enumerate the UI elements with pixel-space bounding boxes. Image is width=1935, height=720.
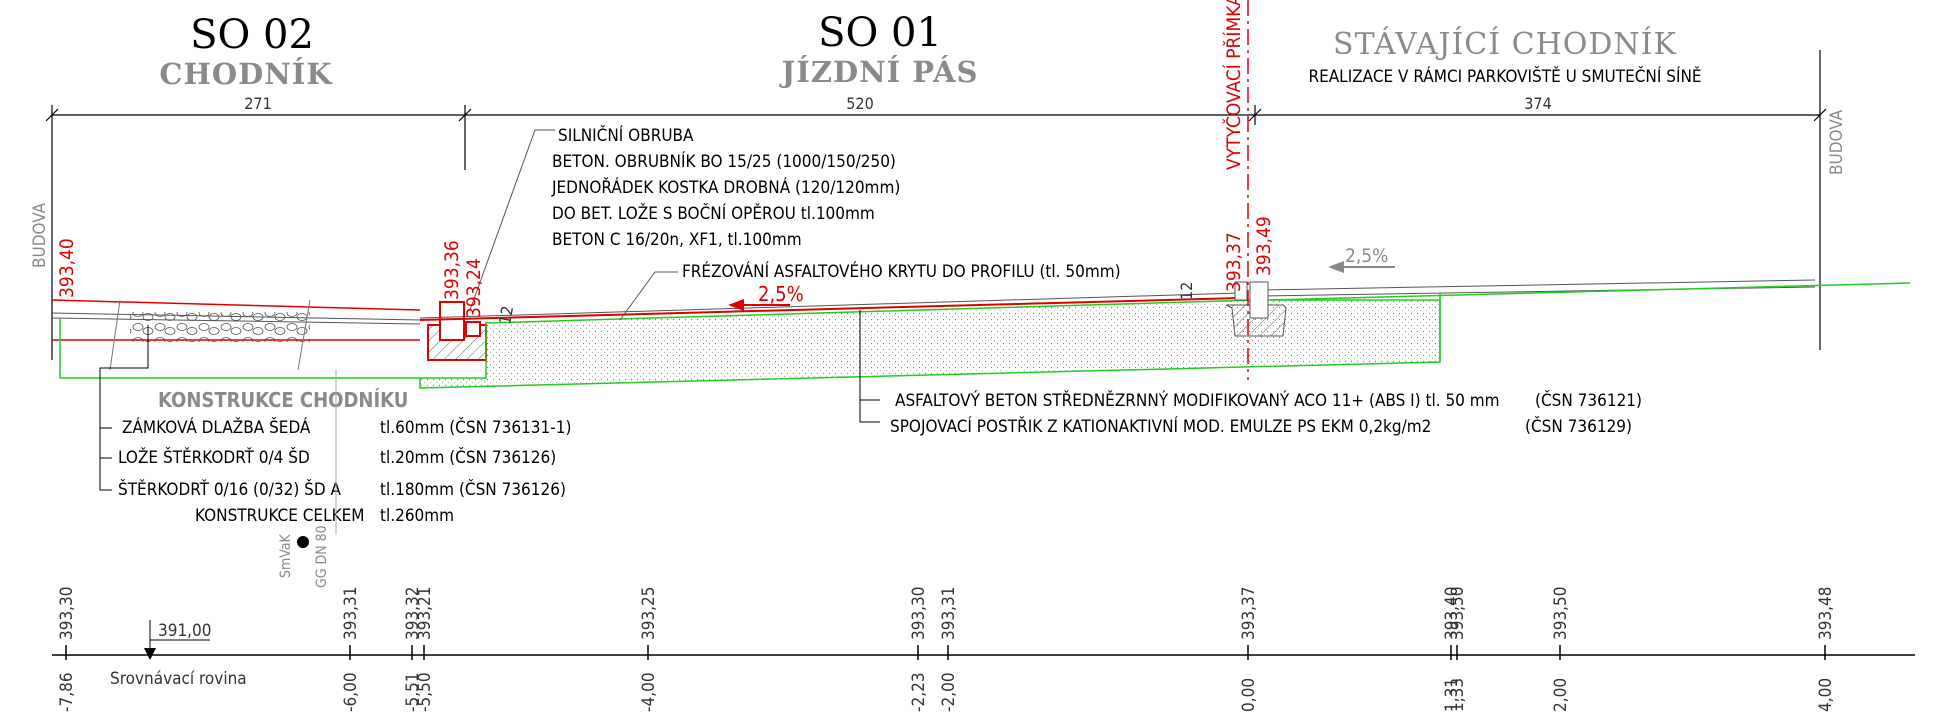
existing-slope-label: 2,5% — [1345, 245, 1388, 267]
station-offset: 1,31 — [1442, 678, 1462, 712]
road-layer-name: SPOJOVACÍ POSTŘIK Z KATIONAKTIVNÍ MOD. E… — [890, 415, 1431, 437]
station-offset: 1,33 — [1448, 678, 1468, 712]
road-structure — [419, 279, 1911, 389]
level-393-37: 393,37 — [1223, 232, 1245, 292]
station-level: 393,37 — [1239, 587, 1259, 641]
road-layer-name: ASFALTOVÝ BETON STŘEDNĚZRNNÝ MODIFIKOVAN… — [895, 389, 1500, 411]
station-level: 393,25 — [639, 587, 659, 641]
road-layers-note: ASFALTOVÝ BETON STŘEDNĚZRNNÝ MODIFIKOVAN… — [859, 310, 1642, 437]
datum-label: Srovnávací rovina — [110, 669, 247, 689]
station-offset: 0,00 — [1239, 678, 1259, 712]
station-offset: -2,23 — [909, 672, 929, 712]
station-level: 393,50 — [1551, 587, 1571, 641]
so02-subtitle: CHODNÍK — [159, 56, 333, 91]
sidewalk-structure — [51, 299, 421, 379]
layer-name: LOŽE ŠTĚRKODRŤ 0/4 ŠD — [118, 446, 310, 468]
level-393-36: 393,36 — [441, 240, 463, 300]
station-level: 393,48 — [1816, 587, 1836, 641]
existing-subtitle: REALIZACE V RÁMCI PARKOVIŠTĚ U SMUTEČNÍ … — [1308, 65, 1701, 87]
station-level: 393,21 — [415, 587, 435, 641]
milling-note: FRÉZOVÁNÍ ASFALTOVÉHO KRYTU DO PROFILU (… — [682, 260, 1121, 282]
layer-thickness: tl.180mm (ČSN 736126) — [380, 478, 566, 500]
so01-title: SO 01 — [818, 10, 942, 56]
datum-level: 391,00 — [158, 621, 212, 641]
dimension-line — [45, 50, 1827, 360]
curb-note-line: JEDNOŘÁDEK KOSTKA DROBNÁ (120/120mm) — [551, 176, 900, 198]
curb-detail — [427, 129, 555, 361]
road-slope — [728, 299, 790, 311]
level-393-49: 393,49 — [1253, 216, 1275, 276]
curb-note: SILNIČNÍ OBRUBA BETON. OBRUBNÍK BO 15/25… — [551, 124, 900, 250]
road-slope-label: 2,5% — [758, 282, 804, 306]
layer-name: ZÁMKOVÁ DLAŽBA ŠEDÁ — [122, 416, 311, 438]
level-393-40: 393,40 — [56, 238, 78, 298]
road-layer-norm: (ČSN 736121) — [1535, 389, 1642, 411]
station-level: 393,50 — [1448, 587, 1468, 641]
station-level: 393,40 — [1442, 587, 1462, 641]
curb-note-line: SILNIČNÍ OBRUBA — [558, 124, 694, 146]
sidewalk-layers-note: KONSTRUKCE CHODNÍKU ZÁMKOVÁ DLAŽBA ŠEDÁ … — [99, 325, 571, 526]
dim-12-left: 12 — [495, 304, 517, 325]
station-offset: 2,00 — [1551, 678, 1571, 712]
station-level: 393,31 — [341, 587, 361, 641]
sidewalk-layers-title: KONSTRUKCE CHODNÍKU — [158, 388, 408, 412]
so01-subtitle: JÍZDNÍ PÁS — [779, 54, 979, 89]
station-marks: 393,30 -7,86 393,31 -6,00 393,32 -5,51 393,21 -… — [57, 587, 1836, 713]
existing-title: STÁVAJÍCÍ CHODNÍK — [1333, 26, 1677, 62]
so02-title: SO 02 — [190, 12, 314, 58]
layer-thickness: tl.20mm (ČSN 736126) — [380, 446, 556, 468]
station-offset: -7,86 — [57, 672, 77, 712]
milling-leader — [619, 271, 656, 321]
total-value: tl.260mm — [380, 506, 454, 526]
utility-pipe — [297, 370, 337, 548]
layer-thickness: tl.60mm (ČSN 736131-1) — [380, 416, 571, 438]
station-offset: 4,00 — [1816, 678, 1836, 712]
station-offset: -4,00 — [639, 672, 659, 712]
dimension-sidewalk: 271 — [244, 94, 271, 113]
dimension-existing: 374 — [1524, 94, 1551, 113]
station-offset: -5,51 — [403, 672, 423, 712]
station-level: 393,32 — [403, 587, 423, 641]
road-layer-norm: (ČSN 736129) — [1525, 415, 1632, 437]
station-offset: -2,00 — [939, 672, 959, 712]
layer-name: ŠTĚRKODRŤ 0/16 (0/32) ŠD A — [118, 478, 342, 500]
dimension-road: 520 — [846, 94, 873, 113]
total-label: KONSTRUKCE CELKEM — [195, 506, 365, 526]
building-right-label: BUDOVA — [1827, 109, 1847, 175]
curb-note-line: BETON C 16/20n, XF1, tl.100mm — [552, 230, 802, 250]
station-offset: -6,00 — [341, 672, 361, 712]
utility-owner: SmVaK — [278, 533, 294, 578]
curb-note-line: DO BET. LOŽE S BOČNÍ OPĚROU tl.100mm — [552, 202, 875, 224]
level-393-24: 393,24 — [463, 258, 485, 318]
station-level: 393,30 — [909, 587, 929, 641]
station-level: 393,30 — [57, 587, 77, 641]
curb-note-line: BETON. OBRUBNÍK BO 15/25 (1000/150/250) — [552, 150, 896, 172]
setout-line-label: VYTYČOVACÍ PŘÍMKA - NIVELETA — [1221, 0, 1245, 170]
station-offset: -5,50 — [415, 672, 435, 712]
utility-pipe-label: GG DN 80 — [314, 525, 330, 588]
building-left-label: BUDOVA — [30, 202, 50, 268]
station-level: 393,31 — [939, 587, 959, 641]
existing-slope — [1328, 261, 1395, 273]
dim-12-right: 12 — [1177, 282, 1196, 300]
datum-marker — [144, 620, 210, 660]
